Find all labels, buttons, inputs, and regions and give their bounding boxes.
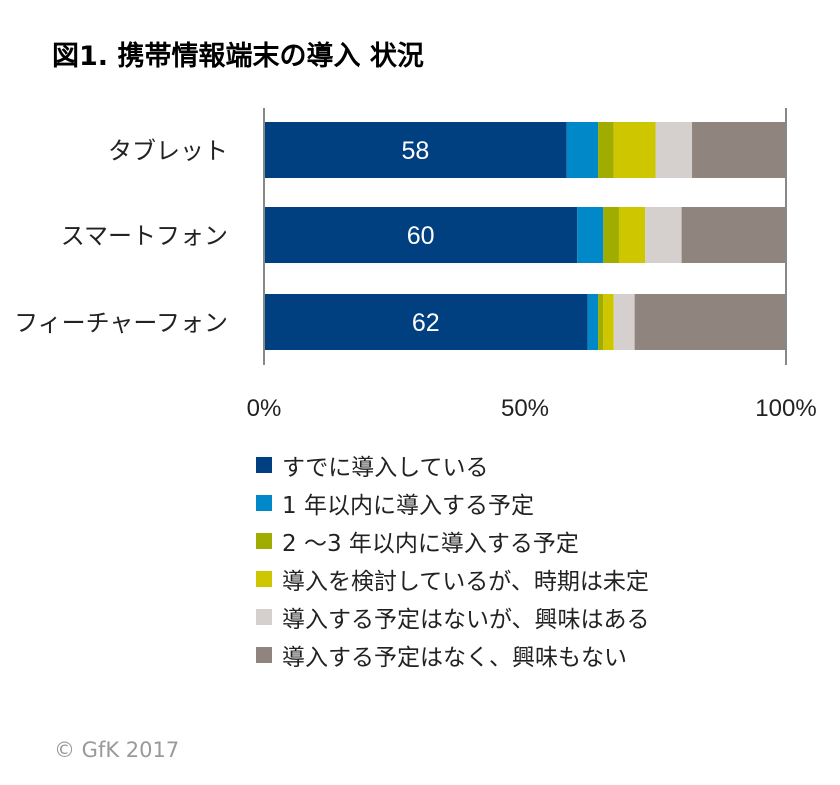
bar-segment <box>681 207 786 263</box>
legend-item: すでに導入している <box>256 446 650 484</box>
legend-swatch <box>256 457 272 473</box>
bar-segment <box>618 207 646 263</box>
legend-label: 導入する予定はなく、興味もない <box>282 645 627 671</box>
category-label: スマートフォン <box>61 222 228 250</box>
x-tick-label: 50% <box>501 395 549 422</box>
bar-segment <box>577 207 604 263</box>
bar-segment <box>634 294 786 350</box>
bar-segment <box>598 122 614 178</box>
legend-swatch <box>256 533 272 549</box>
legend-item: 導入する予定はなく、興味もない <box>256 636 650 674</box>
chart-title: 図1. 携帯情報端末の導入 状況 <box>52 41 424 72</box>
legend-swatch <box>256 495 272 511</box>
bar-segment <box>613 294 635 350</box>
bar-segment <box>645 207 682 263</box>
legend-label: 1 年以内に導入する予定 <box>282 493 534 519</box>
legend-label: 導入を検討しているが、時期は未定 <box>282 569 649 595</box>
legend-label: すでに導入している <box>282 455 489 481</box>
bar-segment <box>692 122 786 178</box>
bar-segment <box>613 122 656 178</box>
bar-segment <box>566 122 599 178</box>
legend-item: 導入する予定はないが、興味はある <box>256 598 650 636</box>
bar-segment <box>655 122 693 178</box>
category-label: フィーチャーフォン <box>14 309 228 337</box>
bar-segment <box>264 207 578 263</box>
data-label: 60 <box>407 222 435 250</box>
bar-segment <box>587 294 599 350</box>
legend-swatch <box>256 647 272 663</box>
category-label: タブレット <box>108 137 228 165</box>
bar-segment <box>603 207 619 263</box>
legend-item: 1 年以内に導入する予定 <box>256 484 650 522</box>
legend-swatch <box>256 571 272 587</box>
bar-segment <box>598 294 604 350</box>
stacked-bar-chart: 58 タブレット 60 スマートフォン 62 フィーチャーフォン 0% 50% 100% <box>14 108 817 422</box>
bar-segment <box>264 294 588 350</box>
legend-item: 導入を検討しているが、時期は未定 <box>256 560 650 598</box>
bar-segment <box>603 294 614 350</box>
legend-label: 導入する予定はないが、興味はある <box>282 607 650 633</box>
legend-label: 2 〜3 年以内に導入する予定 <box>282 531 579 557</box>
legend-swatch <box>256 609 272 625</box>
legend-item: 2 〜3 年以内に導入する予定 <box>256 522 650 560</box>
data-label: 62 <box>412 309 440 337</box>
bar-segment <box>264 122 567 178</box>
copyright: © GfK 2017 <box>54 738 180 762</box>
x-tick-label: 100% <box>755 395 816 422</box>
x-tick-label: 0% <box>247 395 282 422</box>
legend: すでに導入している 1 年以内に導入する予定 2 〜3 年以内に導入する予定導入を検… <box>256 446 650 674</box>
data-label: 58 <box>401 137 429 165</box>
